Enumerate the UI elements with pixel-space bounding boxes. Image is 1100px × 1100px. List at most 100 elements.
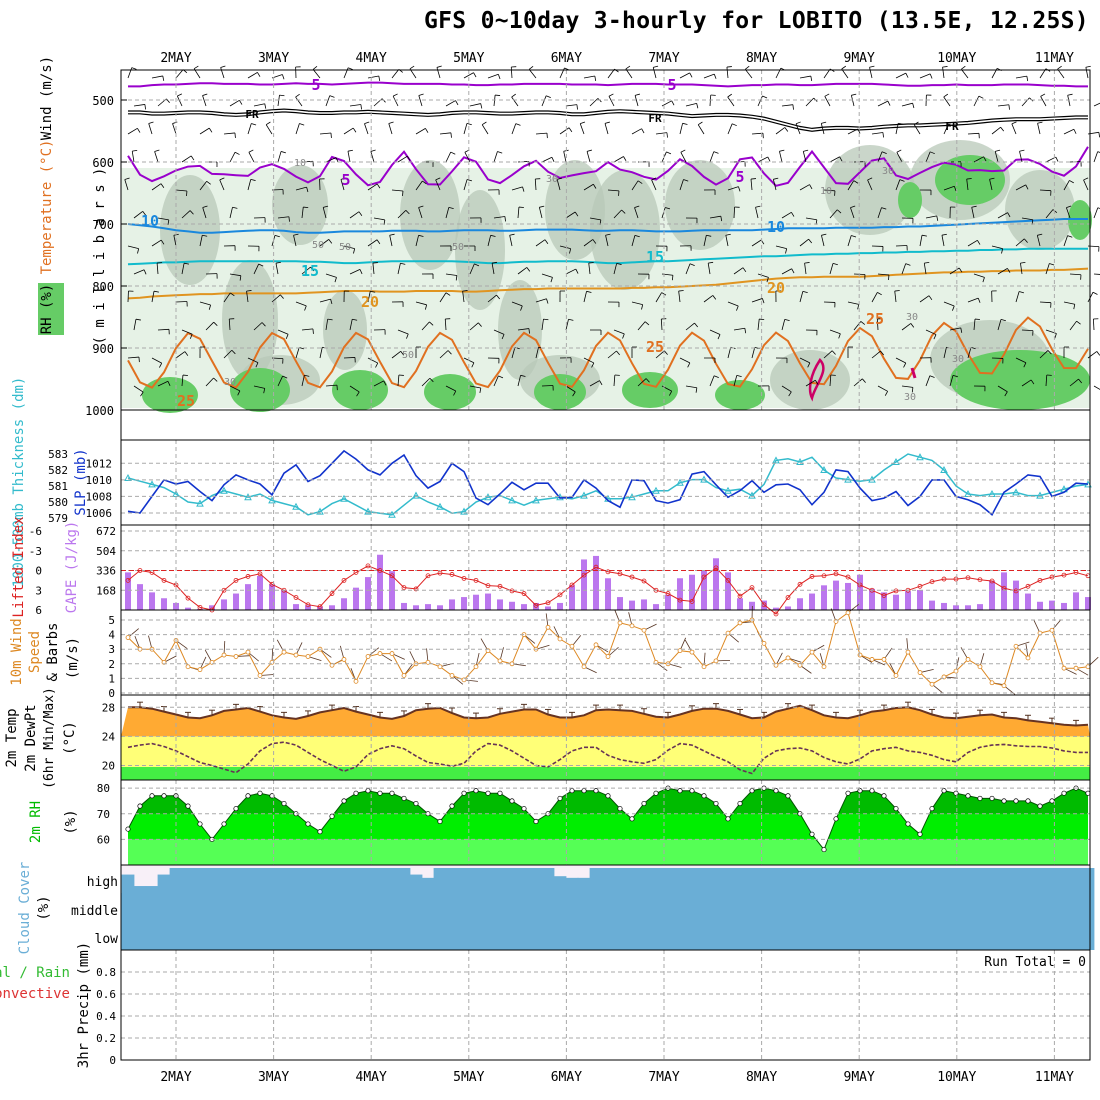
wind-speed-point [809,649,815,655]
isotherm-30-small [808,358,825,402]
precip-label-1: Total / Rain [0,965,70,981]
wind-barb [223,132,235,135]
wind-barb [293,233,299,236]
cape-bar [497,599,503,610]
wind-barb [280,151,286,154]
cape-bar [881,592,887,610]
cape-bar [1001,572,1007,610]
wind-barb [607,189,619,192]
lifted-index-point [677,597,683,603]
thickness-point [724,486,732,494]
wind-barb [823,350,833,359]
wind-barb [528,69,537,79]
temperature-axis-label: Temperature (°C) [39,140,55,275]
wind-barb [534,178,537,191]
wind-barb [925,329,937,335]
thickness-point [244,493,252,501]
wind-barb [853,180,859,184]
wind-barb [605,233,611,236]
wind-barb [568,127,573,133]
lifted-index-point [341,577,347,583]
wind-barb [445,151,452,163]
wind-barb [352,318,358,321]
wind-barb [132,149,138,152]
wind-barb [841,65,847,70]
wind-barb [367,291,371,303]
wind-barb [586,149,592,152]
wind-speed-point [917,670,923,675]
wind-barb [905,72,909,78]
rh2m-point [377,790,383,796]
cape-bar [665,594,671,610]
wind-barb [301,266,311,275]
thickness-point [124,473,132,481]
wind-barb [310,266,315,272]
wind-barb [695,387,698,393]
thickness-point [364,507,372,515]
wind-barb [464,152,471,163]
thickness-point [796,457,804,465]
wind-barb [498,375,504,379]
wind-barb [665,207,671,210]
wind-barb [751,347,756,359]
precip-tick-label: 0.8 [96,966,116,979]
wind-barb [463,123,468,135]
wind-speed-point [737,620,743,626]
wind-barb [943,301,955,307]
rh-shade-green [332,370,388,410]
wind-barb [330,299,333,305]
wind-barb [528,65,534,70]
cape-bar [821,585,827,610]
wind-barb [599,380,603,386]
wind-barb [279,94,285,97]
isotherm-label: 25 [866,310,884,328]
wind-barb [493,375,499,387]
date-label-top: 4MAY [356,51,387,66]
wind-barb [213,321,218,326]
wind-speed-point [881,657,887,662]
wind-barb [208,127,213,133]
wind-barb [447,350,452,355]
wind-barb [487,294,497,303]
slp-tick-label: 1006 [86,507,113,520]
wind-barb [824,93,830,97]
wind-speed-point [245,649,251,655]
wind-speed-point [761,640,767,646]
rh2m-point [521,806,527,812]
wind-barb [645,378,650,383]
wind-barb [295,347,300,359]
wind-barb [154,149,160,152]
thickness-point [844,475,852,483]
cape-bar [425,604,431,610]
wind-barb [391,189,403,192]
wind-speed-point [569,643,575,649]
cloud-level-label: low [95,932,119,947]
wind-barb [347,151,351,163]
wind-barb [876,318,879,331]
lifted-index-point [437,570,443,576]
wind-speed-point [893,673,899,678]
wind-barb [689,263,695,266]
wind-barb [709,94,712,107]
wind-barb [923,263,927,275]
wind-barb [960,327,963,333]
wind-barb [295,301,307,307]
wind-barb [199,235,203,247]
rh2m-point [689,788,695,794]
lifted-index-point [941,576,947,582]
wind-barb [435,177,441,181]
wind-barb [415,128,426,135]
wind-barb [373,217,385,221]
wind-speed-point [377,651,383,656]
wind-barb [925,215,937,219]
wind-barb [295,123,300,135]
cape-bar [449,599,455,610]
isotherm-label: 10 [767,218,785,236]
rh-contour-label: 10 [820,186,832,197]
wind-barb [372,263,375,275]
wind-barb [894,291,897,303]
cape-bar [257,575,263,610]
cape-bar [329,605,335,610]
date-label-bottom: 5MAY [453,1070,484,1085]
cape-bar [545,606,551,610]
